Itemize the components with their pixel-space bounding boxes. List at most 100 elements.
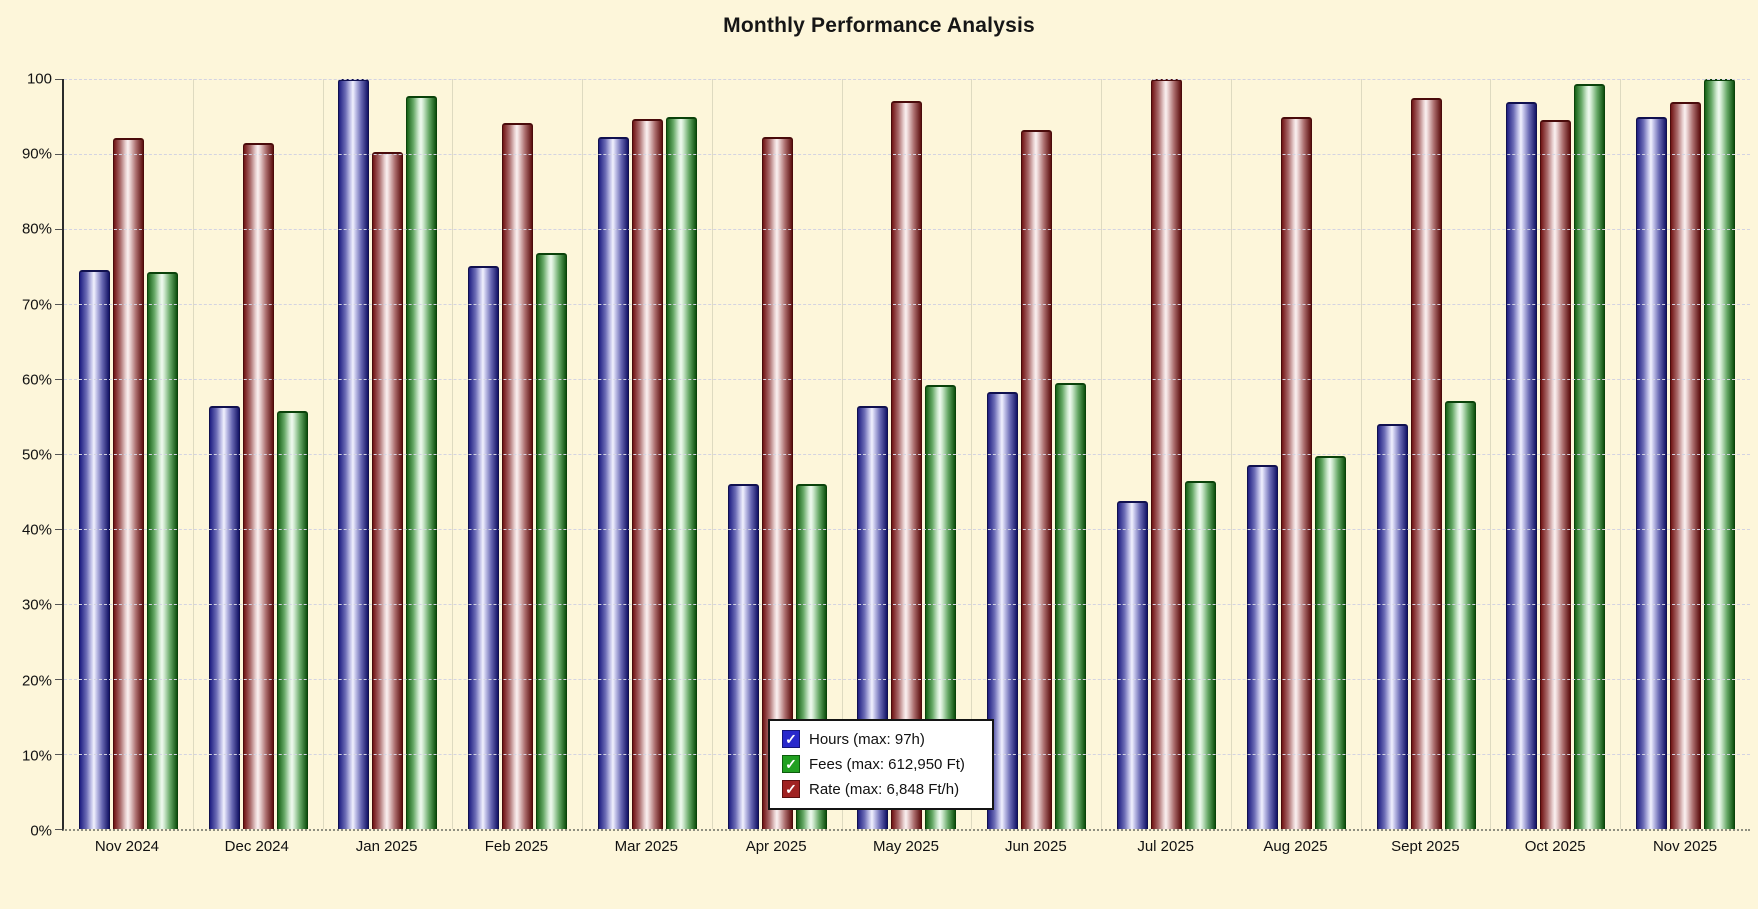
legend-label-hours: Hours (max: 97h) (809, 730, 925, 748)
y-tick-label-50: 50% (21, 446, 52, 464)
bar-rate-apr-2025 (761, 136, 793, 829)
bar-rate-sept-2025 (1410, 97, 1442, 829)
bar-group-nov-2024 (64, 79, 193, 829)
y-tickmark-0 (55, 829, 62, 830)
fees-checkbox-icon[interactable]: ✓ (782, 755, 800, 773)
bar-fees-feb-2025 (536, 253, 568, 829)
bar-rate-jun-2025 (1021, 130, 1053, 829)
bar-hours-mar-2025 (597, 136, 629, 829)
y-tick-label-80: 80% (21, 220, 52, 238)
bar-group-jul-2025 (1101, 79, 1231, 829)
gridline-100 (64, 79, 1750, 80)
gridline-50 (64, 454, 1750, 455)
legend: ✓ Hours (max: 97h) ✓ Fees (max: 612,950 … (768, 719, 994, 810)
y-tick-label-90: 90% (21, 145, 52, 163)
bar-hours-nov-2024 (78, 270, 110, 829)
y-tickmark-80 (55, 229, 62, 230)
y-tickmark-10 (55, 754, 62, 755)
bar-rate-jan-2025 (372, 151, 404, 829)
y-tickmark-70 (55, 304, 62, 305)
x-tick-label-dec-2024: Dec 2024 (224, 838, 289, 855)
bar-hours-dec-2024 (208, 406, 240, 829)
legend-item-rate[interactable]: ✓ Rate (max: 6,848 Ft/h) (782, 780, 978, 798)
y-tickmark-20 (55, 679, 62, 680)
bar-fees-dec-2024 (276, 410, 308, 829)
y-tickmark-30 (55, 604, 62, 605)
x-tick-label-nov-2025: Nov 2025 (1652, 838, 1718, 855)
y-tick-label-60: 60% (21, 371, 52, 389)
y-tick-label-10: 10% (21, 747, 52, 765)
bar-hours-sept-2025 (1376, 424, 1408, 829)
y-tickmark-60 (55, 379, 62, 380)
bar-rate-feb-2025 (502, 122, 534, 829)
y-tick-label-30: 30% (21, 596, 52, 614)
x-tick-label-apr-2025: Apr 2025 (745, 838, 807, 855)
legend-label-fees: Fees (max: 612,950 Ft) (809, 755, 965, 773)
bar-group-mar-2025 (582, 79, 712, 829)
x-tick-label-nov-2024: Nov 2024 (94, 838, 160, 855)
y-tick-label-0: 0% (30, 822, 52, 840)
gridline-60 (64, 379, 1750, 380)
x-axis: Nov 2024 Dec 2024 Jan 2025 Feb 2025 Mar 2025… (62, 838, 1750, 862)
bar-hours-apr-2025 (727, 484, 759, 829)
x-tick-label-jan-2025: Jan 2025 (355, 838, 418, 855)
gridline-70 (64, 304, 1750, 305)
x-tick-label-jul-2025: Jul 2025 (1137, 838, 1195, 855)
bar-fees-nov-2024 (146, 271, 178, 829)
rate-checkbox-icon[interactable]: ✓ (782, 780, 800, 798)
x-tick-label-jun-2025: Jun 2025 (1004, 838, 1067, 855)
legend-label-rate: Rate (max: 6,848 Ft/h) (809, 780, 960, 798)
bar-hours-feb-2025 (468, 265, 500, 829)
bar-rate-nov-2024 (112, 137, 144, 829)
bar-hours-oct-2025 (1506, 102, 1538, 829)
bar-group-oct-2025 (1490, 79, 1620, 829)
bar-rate-nov-2025 (1670, 101, 1702, 829)
gridline-80 (64, 229, 1750, 230)
gridline-30 (64, 604, 1750, 605)
bar-hours-jun-2025 (987, 391, 1019, 829)
y-tickmark-90 (55, 154, 62, 155)
bar-fees-aug-2025 (1314, 455, 1346, 829)
legend-item-hours[interactable]: ✓ Hours (max: 97h) (782, 730, 978, 748)
x-tick-label-mar-2025: Mar 2025 (614, 838, 678, 855)
bar-fees-jan-2025 (406, 96, 438, 829)
gridline-40 (64, 529, 1750, 530)
bar-rate-aug-2025 (1280, 117, 1312, 829)
y-tick-label-40: 40% (21, 521, 52, 539)
bar-fees-sept-2025 (1444, 400, 1476, 829)
bar-hours-aug-2025 (1246, 465, 1278, 829)
y-axis: 100 90% 80% 70% 60% 50% 40% 30% 20% 10% 0% (0, 71, 54, 840)
bar-rate-dec-2024 (242, 142, 274, 829)
y-tickmark-50 (55, 454, 62, 455)
x-tick-label-oct-2025: Oct 2025 (1524, 838, 1586, 855)
gridline-90 (64, 154, 1750, 155)
plot-area (55, 79, 1750, 831)
x-tick-label-sept-2025: Sept 2025 (1391, 838, 1460, 855)
bar-fees-oct-2025 (1574, 84, 1606, 829)
bar-group-dec-2024 (192, 79, 323, 829)
legend-item-fees[interactable]: ✓ Fees (max: 612,950 Ft) (782, 755, 978, 773)
bar-hours-nov-2025 (1636, 116, 1668, 829)
bar-fees-jul-2025 (1185, 481, 1216, 829)
y-tickmark-100 (55, 79, 62, 80)
x-tick-label-may-2025: May 2025 (873, 838, 939, 855)
y-tickmark-40 (55, 529, 62, 530)
bar-group-aug-2025 (1230, 79, 1361, 829)
y-tick-label-70: 70% (21, 296, 52, 314)
bar-hours-jul-2025 (1117, 500, 1148, 829)
x-tick-label-feb-2025: Feb 2025 (484, 838, 549, 855)
bar-rate-may-2025 (891, 100, 923, 829)
hours-checkbox-icon[interactable]: ✓ (782, 730, 800, 748)
bar-rate-mar-2025 (631, 118, 663, 829)
gridline-20 (64, 679, 1750, 680)
y-tick-label-100: 100 (26, 70, 52, 88)
x-tick-label-aug-2025: Aug 2025 (1263, 838, 1328, 855)
bar-rate-oct-2025 (1540, 120, 1572, 829)
bar-fees-mar-2025 (665, 117, 697, 829)
bar-group-sept-2025 (1360, 79, 1491, 829)
bar-fees-jun-2025 (1055, 382, 1087, 829)
chart-title: Monthly Performance Analysis (723, 14, 1035, 37)
bar-group-feb-2025 (452, 79, 582, 829)
y-tick-label-20: 20% (21, 672, 52, 690)
